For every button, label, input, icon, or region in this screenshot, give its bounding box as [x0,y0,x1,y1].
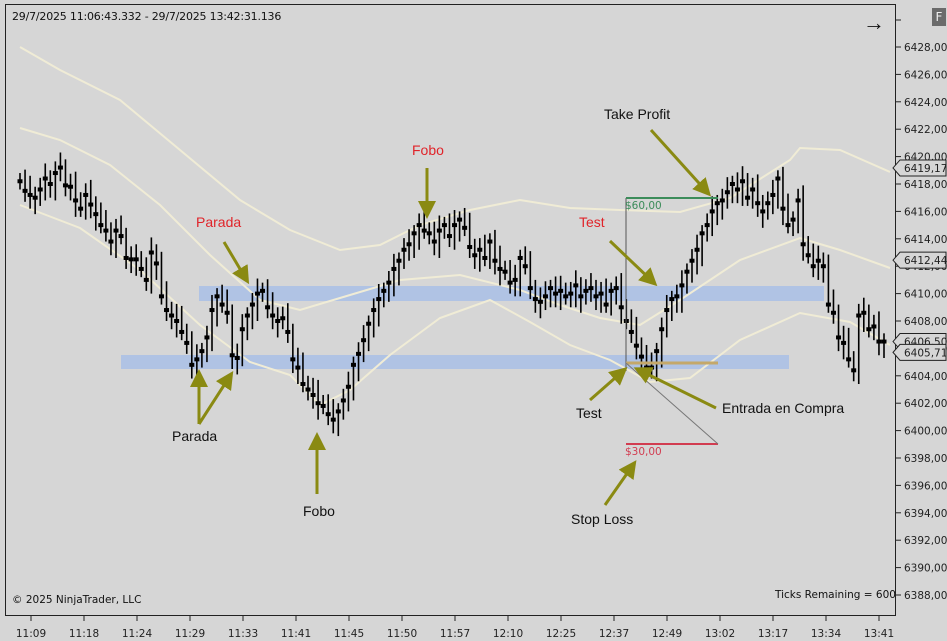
annotation-arrow [603,460,637,506]
annotation-label[interactable]: Test [579,214,605,230]
svg-text:6402,00: 6402,00 [904,398,947,410]
f-badge-button[interactable]: F [932,8,946,26]
svg-text:6414,00: 6414,00 [904,234,947,246]
annotation-arrow [197,370,234,425]
svg-text:6412,44: 6412,44 [904,255,947,267]
annotation-label[interactable]: Parada [196,214,242,230]
price-marker [892,343,947,361]
svg-text:6398,00: 6398,00 [904,453,947,465]
svg-text:6405,71: 6405,71 [904,347,947,359]
svg-text:11:41: 11:41 [281,628,311,640]
svg-text:6422,00: 6422,00 [904,124,947,136]
annotation-arrow [589,367,628,402]
svg-text:6388,00: 6388,00 [904,590,947,602]
svg-text:6418,00: 6418,00 [904,179,947,191]
plot-area[interactable] [5,4,896,616]
annotation-label[interactable]: Stop Loss [571,511,634,527]
annotation-label[interactable]: Take Profit [604,106,671,122]
copyright-text: © 2025 NinjaTrader, LLC [12,594,142,606]
ticks-remaining: Ticks Remaining = 600 [775,589,896,601]
svg-text:11:09: 11:09 [16,628,46,640]
upper-zone[interactable] [199,286,824,301]
annotation-arrow [633,367,717,410]
annotation-label[interactable]: Entrada en Compra [722,400,845,416]
svg-text:13:02: 13:02 [705,628,735,640]
svg-text:6400,00: 6400,00 [904,426,947,438]
price-marker [892,251,947,269]
annotation-arrow [649,128,712,197]
profit-target-label: $60,00 [625,200,662,212]
x-axis[interactable]: 11:09 11:18 11:24 11:29 11:33 11:41 11:45 11:50… [16,616,894,640]
annotation-arrow [608,239,658,287]
price-bars [17,152,887,437]
y-axis[interactable]: 6428,006426,006424,006422,006420,006418,… [896,19,947,602]
band-middle [19,127,891,327]
band-lower [19,204,891,407]
date-range-label: 29/7/2025 11:06:43.332 - 29/7/2025 13:42… [12,10,282,23]
svg-text:6426,00: 6426,00 [904,69,947,81]
annotation-label[interactable]: Fobo [412,142,444,158]
svg-text:6392,00: 6392,00 [904,535,947,547]
band-upper [19,46,891,252]
svg-text:13:34: 13:34 [811,628,842,640]
svg-text:11:18: 11:18 [69,628,99,640]
svg-text:6424,00: 6424,00 [904,97,947,109]
annotation-label[interactable]: Parada [172,428,218,444]
svg-text:12:25: 12:25 [546,628,576,640]
svg-text:6394,00: 6394,00 [904,508,947,520]
svg-text:11:24: 11:24 [122,628,153,640]
svg-text:13:17: 13:17 [758,628,788,640]
svg-text:6410,00: 6410,00 [904,289,947,301]
svg-text:12:10: 12:10 [493,628,523,640]
annotation-arrow [222,241,250,285]
stop-loss-label: $30,00 [625,446,662,458]
svg-text:6408,00: 6408,00 [904,316,947,328]
svg-text:6416,00: 6416,00 [904,206,947,218]
svg-text:6390,00: 6390,00 [904,563,947,575]
svg-text:6428,00: 6428,00 [904,42,947,54]
svg-text:13:41: 13:41 [864,628,894,640]
svg-text:11:29: 11:29 [175,628,205,640]
svg-text:11:57: 11:57 [440,628,470,640]
svg-text:6396,00: 6396,00 [904,480,947,492]
svg-text:11:50: 11:50 [387,628,417,640]
svg-text:12:49: 12:49 [652,628,682,640]
svg-text:6404,00: 6404,00 [904,371,947,383]
svg-text:11:45: 11:45 [334,628,364,640]
svg-text:11:33: 11:33 [228,628,258,640]
arrow-right-icon[interactable]: → [863,10,885,35]
price-marker [892,159,947,177]
annotation-label[interactable]: Test [576,405,602,421]
annotation-label[interactable]: Fobo [303,503,335,519]
svg-text:6419,17: 6419,17 [904,163,947,175]
svg-text:12:37: 12:37 [599,628,629,640]
